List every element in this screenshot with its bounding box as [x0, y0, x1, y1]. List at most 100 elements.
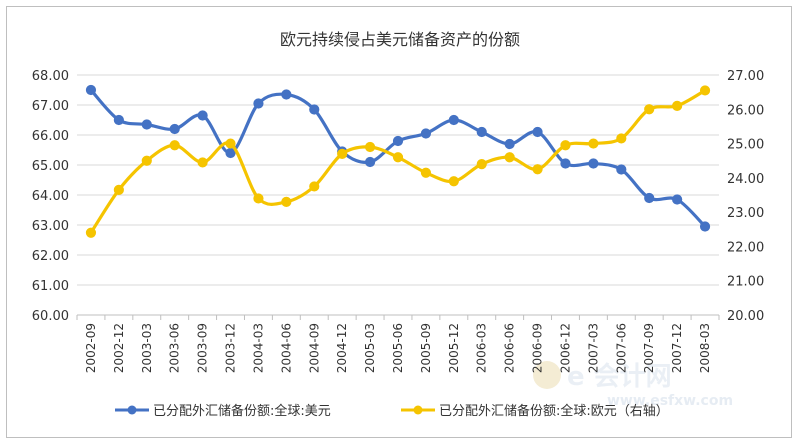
y-axis-right: 20.00 21.00 22.00 23.00 24.00 25.00 26.00 27.00: [727, 69, 764, 324]
y-left-tick-label: 63.00: [32, 219, 69, 234]
x-axis: 2002-09 2002-12 2003-03 2003-06 2003-09 2003-…: [76, 314, 720, 373]
data-point-eur: [337, 148, 348, 159]
y-right-tick-label: 22.00: [727, 240, 764, 255]
x-tick-label: 2006-03: [475, 323, 489, 373]
x-tick-label: 2006-12: [558, 323, 572, 373]
data-point-eur: [197, 157, 208, 168]
y-right-tick-label: 21.00: [727, 275, 764, 290]
data-point-eur: [85, 227, 97, 238]
y-left-tick-label: 66.00: [32, 129, 69, 144]
data-point-usd: [281, 89, 292, 100]
data-point-usd: [392, 135, 404, 147]
data-point-eur: [672, 100, 683, 111]
x-tick-label: 2002-09: [84, 323, 98, 373]
data-point-eur: [309, 181, 320, 192]
data-point-eur: [532, 164, 543, 175]
legend-label-usd: 已分配外汇储备份额:全球:美元: [153, 403, 331, 419]
legend-marker-usd: [127, 405, 137, 415]
y-right-tick-label: 26.00: [727, 103, 764, 118]
data-point-usd: [113, 114, 124, 126]
data-point-usd: [588, 158, 599, 169]
data-point-usd: [85, 84, 97, 96]
data-point-eur: [169, 140, 180, 151]
x-tick-label: 2006-06: [503, 323, 517, 373]
data-point-usd: [560, 158, 571, 169]
series-group: [85, 84, 711, 238]
x-tick-label: 2005-12: [447, 323, 461, 373]
watermark-url: www.esfxw.com: [607, 393, 733, 409]
x-tick-label: 2004-06: [279, 323, 293, 373]
data-point-eur: [644, 104, 655, 115]
y-right-tick-label: 20.00: [727, 309, 764, 324]
data-point-usd: [644, 192, 655, 204]
data-point-eur: [141, 155, 152, 166]
data-point-eur: [560, 140, 571, 151]
x-tick-label: 2007-09: [642, 323, 656, 373]
gridlines: [77, 74, 719, 316]
data-point-usd: [420, 128, 432, 139]
legend-label-eur: 已分配外汇储备份额:全球:欧元（右轴）: [439, 403, 669, 419]
data-point-eur: [420, 167, 432, 178]
data-point-usd: [364, 156, 376, 168]
x-tick-label: 2004-09: [307, 323, 321, 373]
x-tick-label: 2003-03: [140, 323, 154, 373]
data-point-usd: [448, 114, 459, 126]
data-point-eur: [253, 193, 264, 204]
y-right-tick-label: 24.00: [727, 172, 764, 187]
data-point-eur: [392, 152, 404, 163]
line-chart: 欧元持续侵占美元储备资产的份额 e 会计网 www.esfxw.com 60.0…: [32, 30, 764, 419]
data-point-usd: [253, 98, 264, 109]
y-left-tick-label: 68.00: [32, 69, 69, 84]
data-point-eur: [113, 184, 124, 195]
x-tick-label: 2003-06: [168, 323, 182, 373]
y-right-tick-label: 23.00: [727, 206, 764, 221]
watermark: e 会计网 www.esfxw.com: [533, 361, 733, 409]
data-point-eur: [699, 85, 711, 96]
data-point-eur: [476, 159, 487, 170]
data-point-usd: [309, 104, 320, 115]
data-point-usd: [141, 119, 152, 130]
data-point-eur: [588, 138, 599, 149]
y-left-tick-label: 67.00: [32, 99, 69, 114]
y-axis-left: 60.00 61.00 62.00 63.00 64.00 65.00 66.00 67.00…: [32, 69, 69, 324]
x-tick-label: 2007-12: [670, 323, 684, 373]
data-point-eur: [281, 196, 292, 207]
data-point-usd: [616, 164, 627, 175]
data-point-eur: [504, 152, 515, 163]
x-tick-label: 2002-12: [112, 323, 126, 373]
y-left-tick-label: 62.00: [32, 249, 69, 264]
data-point-usd: [197, 110, 208, 121]
legend: 已分配外汇储备份额:全球:美元 已分配外汇储备份额:全球:欧元（右轴）: [115, 403, 669, 419]
data-point-eur: [225, 138, 236, 149]
data-point-usd: [699, 221, 711, 232]
watermark-logo-icon: [533, 361, 561, 389]
chart-frame: 欧元持续侵占美元储备资产的份额 e 会计网 www.esfxw.com 60.0…: [6, 6, 792, 438]
x-tick-label: 2004-03: [251, 323, 265, 373]
data-point-usd: [476, 126, 487, 138]
x-tick-label: 2003-09: [196, 323, 210, 373]
x-tick-label: 2005-09: [419, 323, 433, 373]
x-tick-label: 2005-03: [363, 323, 377, 373]
x-tick-label: 2003-12: [224, 323, 238, 373]
data-point-usd: [672, 194, 683, 205]
x-tick-label: 2006-09: [531, 323, 545, 373]
legend-marker-eur: [413, 405, 423, 415]
watermark-text: e 会计网: [567, 362, 672, 392]
x-tick-label: 2007-03: [586, 323, 600, 373]
y-left-tick-label: 65.00: [32, 159, 69, 174]
data-point-eur: [448, 176, 459, 187]
y-left-tick-label: 64.00: [32, 189, 69, 204]
y-left-tick-label: 60.00: [32, 309, 69, 324]
data-point-usd: [532, 126, 543, 138]
x-tick-label: 2008-03: [698, 323, 712, 373]
y-left-tick-label: 61.00: [32, 279, 69, 294]
x-tick-label: 2004-12: [335, 323, 349, 373]
chart-title: 欧元持续侵占美元储备资产的份额: [280, 30, 520, 49]
x-tick-label: 2007-06: [614, 323, 628, 373]
data-point-eur: [616, 133, 627, 144]
y-right-tick-label: 25.00: [727, 138, 764, 153]
data-point-eur: [364, 141, 376, 153]
x-tick-label: 2005-06: [391, 323, 405, 373]
data-point-usd: [504, 138, 515, 150]
y-right-tick-label: 27.00: [727, 69, 764, 84]
